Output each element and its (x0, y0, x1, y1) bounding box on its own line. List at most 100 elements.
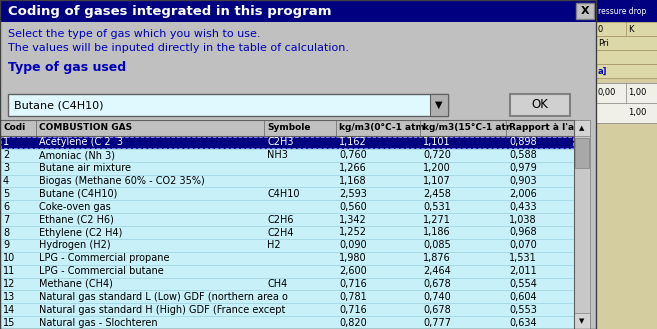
Text: 9: 9 (3, 240, 9, 250)
Text: 2,593: 2,593 (339, 189, 367, 199)
Bar (1, 137, 573, 148)
Text: 3: 3 (3, 163, 9, 173)
Text: 0,588: 0,588 (509, 150, 537, 160)
Text: 10: 10 (3, 253, 15, 263)
Text: H2: H2 (267, 240, 281, 250)
Text: 8: 8 (3, 227, 9, 238)
Text: 4: 4 (3, 176, 9, 186)
Text: K: K (628, 24, 633, 34)
Text: kg/m3(0°C-1 atm: kg/m3(0°C-1 atm (339, 123, 425, 133)
Text: 1,200: 1,200 (423, 163, 451, 173)
Text: Coding of gases integrated in this program: Coding of gases integrated in this progr… (8, 5, 332, 17)
Bar (596, 36, 657, 50)
Text: Natural gas - Slochteren: Natural gas - Slochteren (39, 317, 158, 328)
Text: 0,531: 0,531 (423, 202, 451, 212)
Text: 1,271: 1,271 (423, 215, 451, 225)
Bar (430, 94, 448, 116)
Bar (575, 138, 589, 168)
Text: Ethane (C2 H6): Ethane (C2 H6) (39, 215, 114, 225)
Text: Ethylene (C2 H4): Ethylene (C2 H4) (39, 227, 122, 238)
Text: 0,968: 0,968 (509, 227, 537, 238)
Text: Biogas (Methane 60% - CO2 35%): Biogas (Methane 60% - CO2 35%) (39, 176, 205, 186)
Text: 0,634: 0,634 (509, 317, 537, 328)
Text: Natural gas standard H (High) GDF (France except: Natural gas standard H (High) GDF (Franc… (39, 305, 285, 315)
Text: 0,716: 0,716 (339, 279, 367, 289)
Text: 0,604: 0,604 (509, 292, 537, 302)
Bar (596, 0, 657, 329)
Text: 1,252: 1,252 (339, 227, 367, 238)
Text: Butane (C4H10): Butane (C4H10) (39, 189, 118, 199)
Text: The values will be inputed directly in the table of calculation.: The values will be inputed directly in t… (8, 43, 349, 53)
Text: CH4: CH4 (267, 279, 287, 289)
Bar (0, 22, 596, 120)
Text: 12: 12 (3, 279, 15, 289)
Bar (596, 64, 657, 78)
Text: 1,342: 1,342 (339, 215, 367, 225)
Text: 0,070: 0,070 (509, 240, 537, 250)
Text: 1: 1 (3, 138, 9, 147)
Text: COMBUSTION GAS: COMBUSTION GAS (39, 123, 132, 133)
Text: 13: 13 (3, 292, 15, 302)
Text: 0,678: 0,678 (423, 279, 451, 289)
Text: C4H10: C4H10 (267, 189, 300, 199)
Text: Symbole: Symbole (267, 123, 311, 133)
Bar (0, 120, 574, 136)
Bar (574, 120, 590, 329)
Bar (574, 120, 590, 136)
Bar (596, 83, 657, 123)
Bar (0, 120, 574, 329)
Bar (596, 22, 657, 36)
Text: 0,903: 0,903 (509, 176, 537, 186)
Text: Hydrogen (H2): Hydrogen (H2) (39, 240, 110, 250)
Text: 1,266: 1,266 (339, 163, 367, 173)
Text: 2,458: 2,458 (423, 189, 451, 199)
Text: NH3: NH3 (267, 150, 288, 160)
Text: 1,876: 1,876 (423, 253, 451, 263)
Text: C2H3: C2H3 (267, 138, 294, 147)
Text: 0,554: 0,554 (509, 279, 537, 289)
Text: C2H6: C2H6 (267, 215, 294, 225)
Text: 2,011: 2,011 (509, 266, 537, 276)
Text: LPG - Commercial propane: LPG - Commercial propane (39, 253, 170, 263)
Text: 0,085: 0,085 (423, 240, 451, 250)
Text: ▼: ▼ (435, 100, 443, 110)
Bar (576, 3, 594, 19)
Bar (0, 136, 574, 149)
Text: ▲: ▲ (579, 125, 585, 131)
Text: 1,531: 1,531 (509, 253, 537, 263)
Text: OK: OK (532, 98, 549, 112)
Text: 0,777: 0,777 (423, 317, 451, 328)
Text: Butane (C4H10): Butane (C4H10) (14, 100, 104, 110)
Text: 0,898: 0,898 (509, 138, 537, 147)
Text: Butane air mixture: Butane air mixture (39, 163, 131, 173)
Text: 0,740: 0,740 (423, 292, 451, 302)
Text: 0,678: 0,678 (423, 305, 451, 315)
Text: 0: 0 (598, 24, 603, 34)
Bar (0, 0, 596, 22)
Text: Pri: Pri (598, 38, 609, 47)
Text: C2H4: C2H4 (267, 227, 294, 238)
Text: Methane (CH4): Methane (CH4) (39, 279, 113, 289)
Text: 2,600: 2,600 (339, 266, 367, 276)
Text: Natural gas standard L (Low) GDF (northern area o: Natural gas standard L (Low) GDF (northe… (39, 292, 288, 302)
Text: X: X (581, 6, 589, 16)
Text: ▼: ▼ (579, 318, 585, 324)
Text: LPG - Commercial butane: LPG - Commercial butane (39, 266, 164, 276)
Text: Type of gas used: Type of gas used (8, 61, 126, 73)
Text: 1,162: 1,162 (339, 138, 367, 147)
Text: 1,107: 1,107 (423, 176, 451, 186)
Text: 11: 11 (3, 266, 15, 276)
Text: ressure drop: ressure drop (598, 7, 646, 15)
Text: kg/m3(15°C-1 atr: kg/m3(15°C-1 atr (423, 123, 510, 133)
Text: 14: 14 (3, 305, 15, 315)
Text: 1,038: 1,038 (509, 215, 537, 225)
Text: Rapport à l'air: Rapport à l'air (509, 123, 581, 133)
Text: Amoniac (Nh 3): Amoniac (Nh 3) (39, 150, 115, 160)
Text: 1,00: 1,00 (628, 89, 646, 97)
Bar (596, 0, 657, 22)
Text: 0,979: 0,979 (509, 163, 537, 173)
Text: 1,980: 1,980 (339, 253, 367, 263)
Text: 1,00: 1,00 (628, 109, 646, 117)
Text: 0,720: 0,720 (423, 150, 451, 160)
Text: 0,00: 0,00 (598, 89, 616, 97)
